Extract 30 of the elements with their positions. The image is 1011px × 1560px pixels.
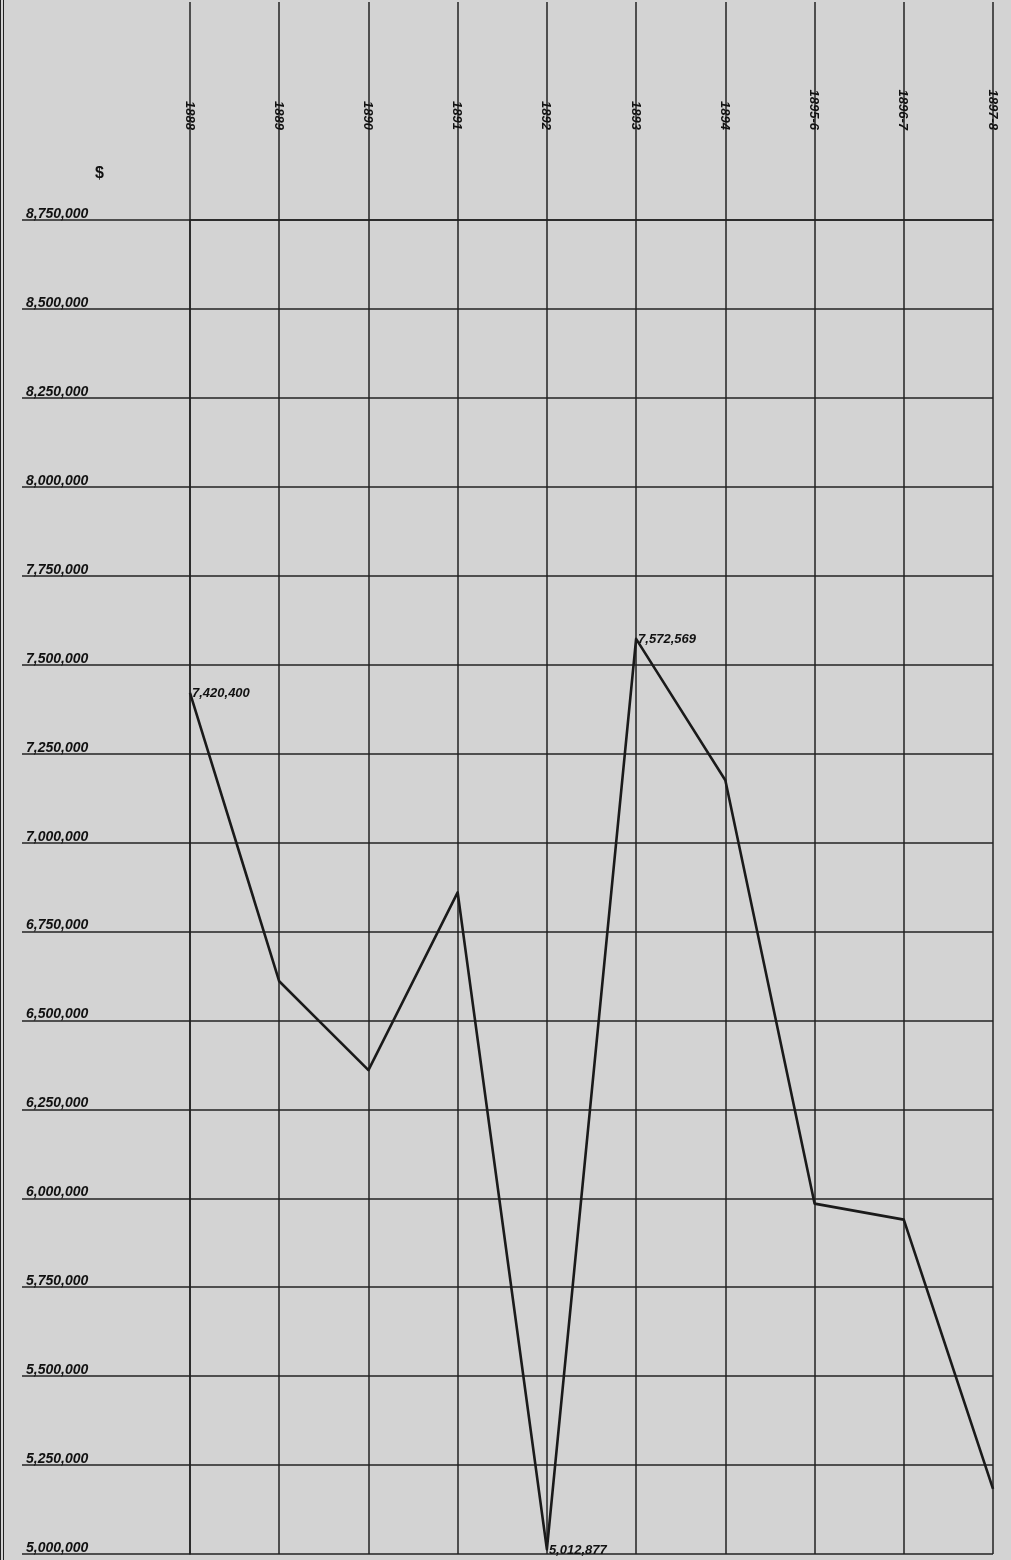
y-tick-label: 7,750,000 (26, 560, 89, 577)
data-label: 5,012,877 (548, 1541, 608, 1557)
x-tick-label: 1889 (271, 101, 287, 131)
y-tick-label: 7,000,000 (26, 827, 89, 844)
x-tick-label: 1892 (539, 101, 555, 131)
x-tick-label: 1894 (717, 101, 733, 131)
y-tick-label: 6,250,000 (26, 1094, 89, 1111)
x-tick-label: 1891 (450, 101, 466, 130)
y-tick-label: 5,500,000 (26, 1361, 89, 1378)
y-tick-label: 5,750,000 (26, 1272, 89, 1289)
y-tick-label: 6,750,000 (26, 916, 89, 933)
y-tick-label: 8,250,000 (26, 382, 89, 399)
data-label: 7,572,569 (638, 631, 697, 647)
x-tick-label: 1888 (182, 101, 198, 131)
x-tick-label: 1893 (628, 101, 644, 131)
x-tick-label: 1895-6 (807, 89, 823, 131)
y-tick-label: 8,500,000 (26, 293, 89, 310)
x-tick-label: 1890 (360, 101, 376, 131)
y-tick-label: 6,000,000 (26, 1183, 89, 1200)
y-tick-label: 7,250,000 (26, 738, 89, 755)
y-tick-label: 8,000,000 (26, 471, 89, 488)
y-tick-label: 8,750,000 (26, 205, 89, 221)
y-tick-label: 6,500,000 (26, 1005, 89, 1022)
y-tick-label: 7,500,000 (26, 649, 89, 666)
y-tick-label: 5,250,000 (26, 1450, 89, 1467)
data-label: 7,420,400 (192, 685, 251, 701)
y-tick-label: 5,000,000 (26, 1539, 89, 1555)
x-tick-label: 1896-7 (896, 89, 912, 131)
x-tick-label: 1897-8 (985, 89, 1001, 131)
y-axis-title: $ (95, 163, 104, 181)
